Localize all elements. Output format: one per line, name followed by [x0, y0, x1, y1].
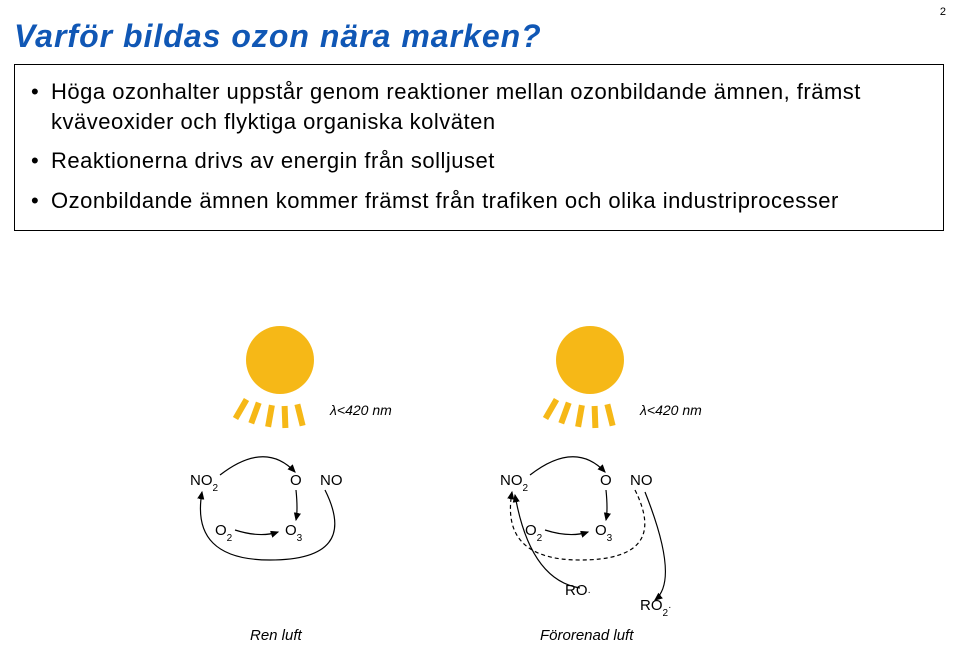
diagram-area: λ<420 nm λ<420 nm NO2 O NO O2 O3 — [120, 320, 840, 660]
label-no-right: NO — [630, 472, 653, 489]
sun-right — [543, 326, 624, 428]
label-o2-left: O2 — [215, 522, 233, 544]
label-o-left: O — [290, 472, 302, 489]
lambda-left: λ<420 nm — [329, 402, 392, 418]
footer-right: Förorenad luft — [540, 627, 634, 644]
diagram-svg: λ<420 nm λ<420 nm NO2 O NO O2 O3 — [120, 320, 840, 660]
label-ro2: RO2· — [640, 597, 671, 619]
page-title: Varför bildas ozon nära marken? — [14, 18, 542, 55]
label-o3-right: O3 — [595, 522, 613, 544]
label-no-left: NO — [320, 472, 343, 489]
label-no2-left: NO2 — [190, 472, 219, 494]
label-o3-left: O3 — [285, 522, 303, 544]
bullet-item: Reaktionerna drivs av energin från sollj… — [31, 146, 927, 176]
lambda-right: λ<420 nm — [639, 402, 702, 418]
label-no2-right: NO2 — [500, 472, 529, 494]
footer-left: Ren luft — [250, 627, 303, 644]
sun-left — [233, 326, 314, 428]
left-cycle: NO2 O NO O2 O3 — [190, 457, 343, 560]
label-o-right: O — [600, 472, 612, 489]
bullet-list: Höga ozonhalter uppstår genom reaktioner… — [31, 77, 927, 216]
right-cycle: NO2 O NO O2 O3 RO· RO2· — [500, 457, 671, 619]
bullet-item: Höga ozonhalter uppstår genom reaktioner… — [31, 77, 927, 136]
bullet-box: Höga ozonhalter uppstår genom reaktioner… — [14, 64, 944, 231]
page-number: 2 — [940, 6, 946, 18]
bullet-item: Ozonbildande ämnen kommer främst från tr… — [31, 186, 927, 216]
